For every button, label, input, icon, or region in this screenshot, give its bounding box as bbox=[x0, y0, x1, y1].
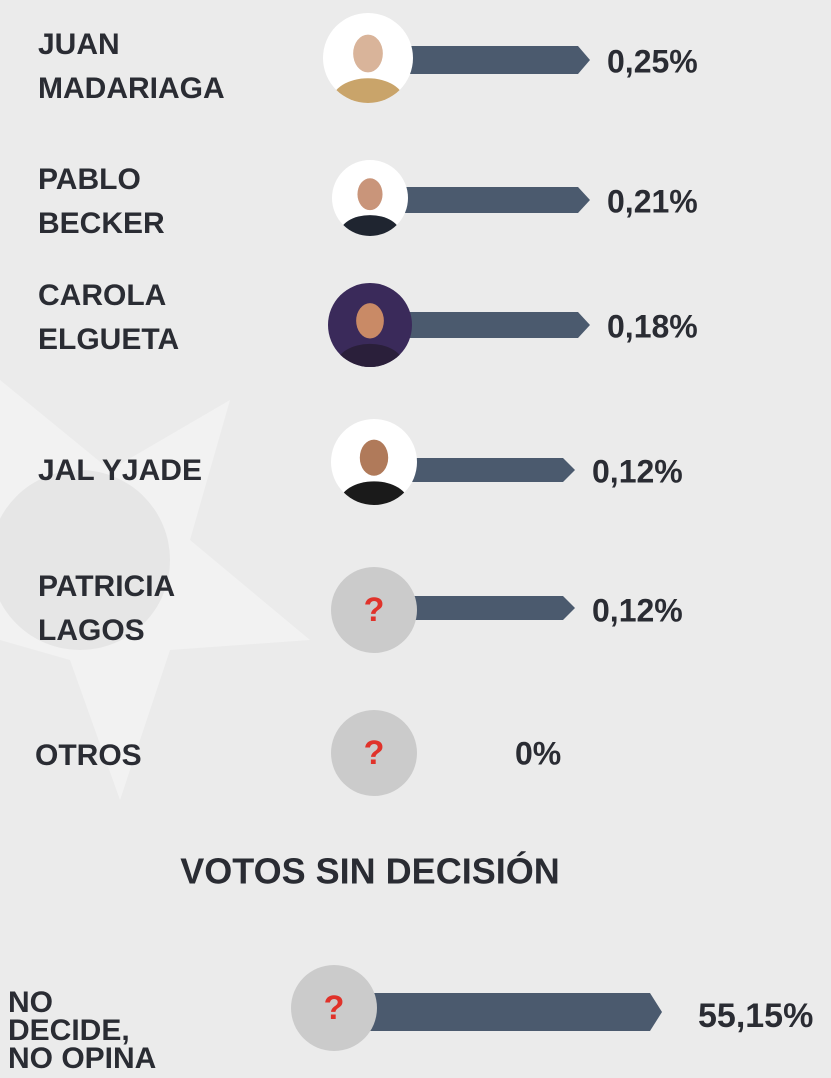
percentage: 0,12% bbox=[592, 453, 683, 489]
bar bbox=[374, 458, 575, 482]
candidate-name: ELGUETA bbox=[38, 323, 179, 356]
percentage: 0% bbox=[515, 735, 561, 771]
candidate-row: CAROLA ELGUETA 0,18% bbox=[38, 279, 698, 367]
candidate-name: CAROLA bbox=[38, 279, 166, 312]
candidate-name: LAGOS bbox=[38, 614, 145, 647]
candidate-name: JAL YJADE bbox=[38, 454, 202, 487]
question-mark: ? bbox=[364, 734, 385, 772]
bar bbox=[370, 312, 590, 338]
photo-head bbox=[356, 303, 384, 339]
candidate-name: BECKER bbox=[38, 207, 165, 240]
percentage: 0,18% bbox=[607, 308, 698, 344]
bar bbox=[374, 596, 575, 620]
photo bbox=[323, 13, 413, 103]
bar bbox=[334, 993, 662, 1031]
candidate-row: ? PATRICIA LAGOS 0,12% bbox=[38, 567, 683, 653]
bar bbox=[368, 46, 590, 74]
candidate-name: NO bbox=[8, 986, 53, 1019]
bar bbox=[370, 187, 590, 213]
question-mark: ? bbox=[364, 591, 385, 629]
percentage: 0,25% bbox=[607, 43, 698, 79]
candidate-name: PABLO bbox=[38, 163, 141, 196]
candidate-name: NO OPINA bbox=[8, 1042, 156, 1075]
candidate-row: JAL YJADE 0,12% bbox=[38, 419, 683, 505]
candidate-name: OTROS bbox=[35, 739, 142, 772]
percentage: 0,21% bbox=[607, 183, 698, 219]
candidate-name: PATRICIA bbox=[38, 570, 175, 603]
photo-body bbox=[336, 343, 404, 367]
photo bbox=[332, 160, 408, 236]
candidate-row: PABLO BECKER 0,21% bbox=[38, 160, 698, 240]
section-title: VOTOS SIN DECISIÓN bbox=[180, 850, 559, 892]
photo-body bbox=[339, 215, 401, 236]
photo-body bbox=[332, 78, 404, 103]
candidate-name: DECIDE, bbox=[8, 1014, 130, 1047]
background-star bbox=[0, 380, 310, 800]
photo bbox=[331, 419, 417, 505]
percentage: 0,12% bbox=[592, 592, 683, 628]
photo-body bbox=[339, 481, 409, 505]
candidate-row: ? OTROS 0% bbox=[35, 710, 561, 796]
candidate-name: JUAN bbox=[38, 28, 120, 61]
photo-head bbox=[353, 34, 383, 73]
photo-head bbox=[359, 439, 389, 476]
question-mark: ? bbox=[324, 989, 345, 1027]
candidate-name: MADARIAGA bbox=[38, 72, 225, 105]
photo bbox=[328, 283, 412, 367]
candidate-row: JUAN MADARIAGA 0,25% bbox=[38, 13, 698, 105]
photo-head bbox=[357, 178, 383, 211]
placeholder-photo bbox=[291, 965, 377, 1051]
star-center bbox=[0, 470, 170, 650]
percentage: 55,15% bbox=[698, 997, 813, 1035]
placeholder-photo bbox=[331, 567, 417, 653]
placeholder-photo bbox=[331, 710, 417, 796]
